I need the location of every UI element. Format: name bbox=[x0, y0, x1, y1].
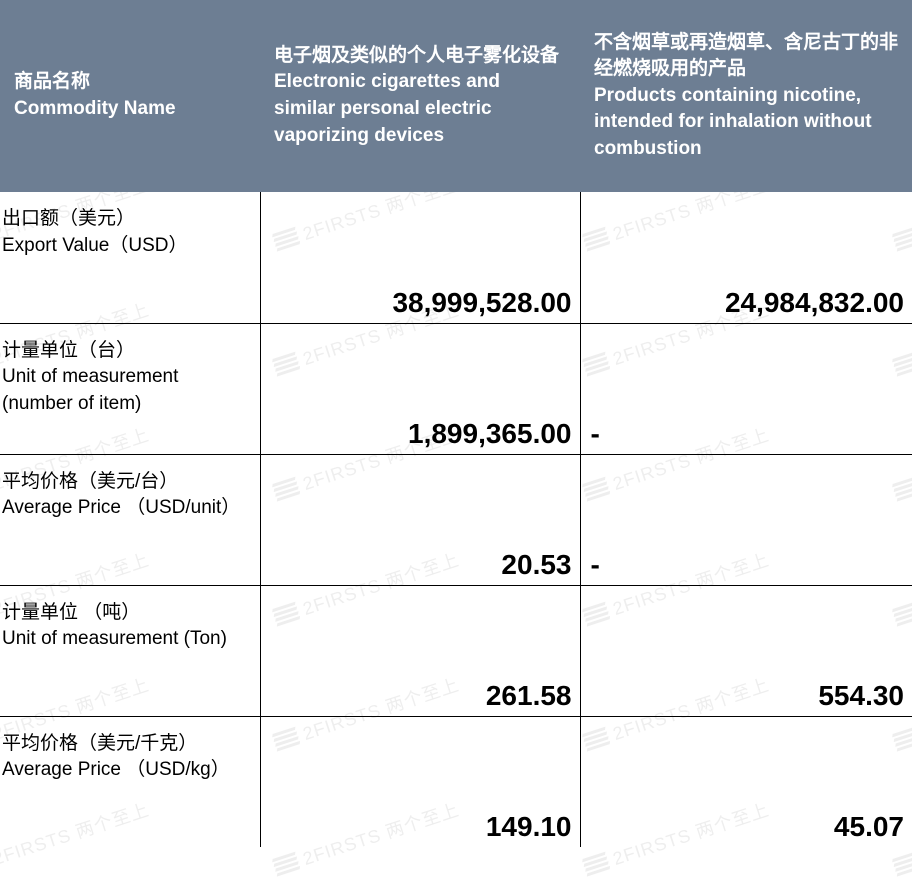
header-col2-zh: 不含烟草或再造烟草、含尼古丁的非经燃烧吸用的产品 bbox=[594, 30, 898, 83]
row-label-en: Unit of measurement (Ton) bbox=[2, 626, 250, 653]
table-header-row: 商品名称 Commodity Name 电子烟及类似的个人电子雾化设备 Elec… bbox=[0, 0, 912, 192]
header-col2: 不含烟草或再造烟草、含尼古丁的非经燃烧吸用的产品 Products contai… bbox=[580, 0, 912, 192]
value-cell-col1: 20.53 bbox=[260, 454, 580, 585]
value-cell-col1: 261.58 bbox=[260, 585, 580, 716]
row-label-zh: 平均价格（美元/台） bbox=[2, 469, 250, 496]
header-label-en: Commodity Name bbox=[14, 96, 246, 123]
row-label-cell: 平均价格（美元/千克）Average Price （USD/kg） bbox=[0, 716, 260, 847]
value-col1: 261.58 bbox=[486, 680, 572, 712]
value-col2: - bbox=[591, 418, 600, 450]
value-col1: 1,899,365.00 bbox=[408, 418, 572, 450]
header-label-zh: 商品名称 bbox=[14, 69, 246, 96]
row-label-en: Export Value（USD） bbox=[2, 233, 250, 260]
header-col1-zh: 电子烟及类似的个人电子雾化设备 bbox=[274, 43, 566, 70]
value-cell-col2: 554.30 bbox=[580, 585, 912, 716]
row-label-cell: 计量单位（台）Unit of measurement (number of it… bbox=[0, 323, 260, 454]
table-row: 计量单位（台）Unit of measurement (number of it… bbox=[0, 323, 912, 454]
value-cell-col2: 24,984,832.00 bbox=[580, 192, 912, 323]
header-col1: 电子烟及类似的个人电子雾化设备 Electronic cigarettes an… bbox=[260, 0, 580, 192]
value-col2: - bbox=[591, 549, 600, 581]
row-label-zh: 平均价格（美元/千克） bbox=[2, 731, 250, 758]
value-col1: 20.53 bbox=[501, 549, 571, 581]
row-label-en: Unit of measurement (number of item) bbox=[2, 364, 250, 417]
watermark-stripes-icon bbox=[892, 852, 912, 877]
row-label-zh: 出口额（美元） bbox=[2, 206, 250, 233]
value-col2: 554.30 bbox=[818, 680, 904, 712]
table-row: 平均价格（美元/台）Average Price （USD/unit） 20.53- bbox=[0, 454, 912, 585]
row-label-en: Average Price （USD/unit） bbox=[2, 495, 250, 522]
value-cell-col2: - bbox=[580, 323, 912, 454]
value-cell-col1: 38,999,528.00 bbox=[260, 192, 580, 323]
header-col1-en: Electronic cigarettes and similar person… bbox=[274, 69, 566, 149]
row-label-cell: 计量单位 （吨）Unit of measurement (Ton) bbox=[0, 585, 260, 716]
value-col1: 38,999,528.00 bbox=[392, 287, 571, 319]
value-cell-col1: 1,899,365.00 bbox=[260, 323, 580, 454]
header-commodity-name: 商品名称 Commodity Name bbox=[0, 0, 260, 192]
value-cell-col2: 45.07 bbox=[580, 716, 912, 847]
watermark-stripes-icon bbox=[582, 852, 610, 877]
row-label-cell: 出口额（美元） Export Value（USD） bbox=[0, 192, 260, 323]
row-label-cell: 平均价格（美元/台）Average Price （USD/unit） bbox=[0, 454, 260, 585]
value-col2: 24,984,832.00 bbox=[725, 287, 904, 319]
table-body: 出口额（美元） Export Value（USD） 38,999,528.00 24… bbox=[0, 192, 912, 847]
row-label-zh: 计量单位（台） bbox=[2, 338, 250, 365]
watermark-stripes-icon bbox=[272, 852, 300, 877]
row-label-zh: 计量单位 （吨） bbox=[2, 600, 250, 627]
header-col2-en: Products containing nicotine, intended f… bbox=[594, 83, 898, 163]
table-row: 平均价格（美元/千克）Average Price （USD/kg） 149.10 4… bbox=[0, 716, 912, 847]
table-row: 计量单位 （吨）Unit of measurement (Ton) 261.58 5… bbox=[0, 585, 912, 716]
export-data-table: 商品名称 Commodity Name 电子烟及类似的个人电子雾化设备 Elec… bbox=[0, 0, 912, 847]
value-col1: 149.10 bbox=[486, 811, 572, 843]
value-cell-col1: 149.10 bbox=[260, 716, 580, 847]
value-col2: 45.07 bbox=[834, 811, 904, 843]
value-cell-col2: - bbox=[580, 454, 912, 585]
row-label-en: Average Price （USD/kg） bbox=[2, 757, 250, 784]
table-row: 出口额（美元） Export Value（USD） 38,999,528.00 24… bbox=[0, 192, 912, 323]
